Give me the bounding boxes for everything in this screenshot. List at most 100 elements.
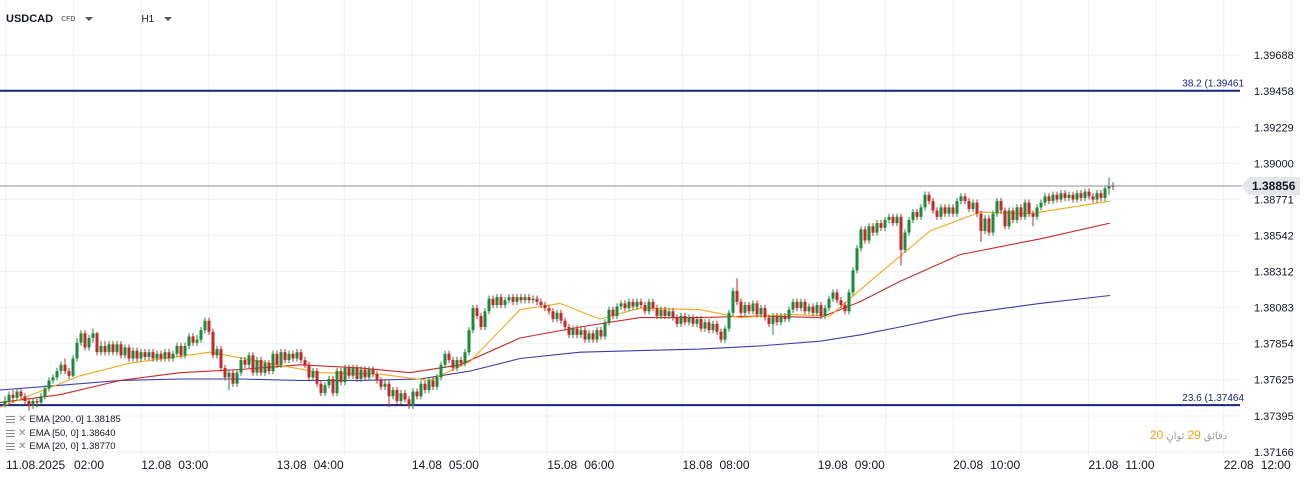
candle[interactable] xyxy=(139,349,143,362)
candle[interactable] xyxy=(635,298,639,310)
candle[interactable] xyxy=(743,301,747,316)
candle[interactable] xyxy=(663,306,667,320)
candle[interactable] xyxy=(1003,207,1007,230)
candle[interactable] xyxy=(419,380,423,400)
symbol-dropdown-icon[interactable] xyxy=(85,17,94,21)
candle[interactable] xyxy=(531,295,535,304)
candle[interactable] xyxy=(491,295,495,309)
candle[interactable] xyxy=(1067,191,1071,202)
candle[interactable] xyxy=(427,377,431,394)
candle[interactable] xyxy=(1031,210,1035,227)
candle[interactable] xyxy=(539,298,543,309)
candle[interactable] xyxy=(1095,190,1099,203)
candle[interactable] xyxy=(363,366,367,381)
candle[interactable] xyxy=(119,341,123,359)
candle[interactable] xyxy=(511,293,515,305)
candle[interactable] xyxy=(291,350,295,362)
candle[interactable] xyxy=(555,309,559,323)
candle[interactable] xyxy=(835,289,839,304)
candle[interactable] xyxy=(915,208,919,220)
candle[interactable] xyxy=(507,293,511,304)
candle[interactable] xyxy=(1103,185,1107,202)
candle[interactable] xyxy=(151,349,155,362)
candle[interactable] xyxy=(127,344,131,362)
candle[interactable] xyxy=(647,298,651,315)
candle[interactable] xyxy=(1011,207,1015,224)
candle[interactable] xyxy=(699,315,703,332)
candle[interactable] xyxy=(519,293,523,304)
candle[interactable] xyxy=(787,306,791,323)
candle[interactable] xyxy=(103,341,107,356)
candle[interactable] xyxy=(871,223,875,236)
candle[interactable] xyxy=(763,304,767,321)
candle[interactable] xyxy=(47,377,51,392)
candle[interactable] xyxy=(587,330,591,343)
candle[interactable] xyxy=(671,308,675,321)
candle[interactable] xyxy=(951,204,955,217)
candle[interactable] xyxy=(499,293,503,309)
candle[interactable] xyxy=(279,349,283,368)
candle[interactable] xyxy=(799,298,803,312)
candle[interactable] xyxy=(463,349,467,367)
close-icon[interactable]: ✕ xyxy=(18,427,27,439)
candle[interactable] xyxy=(387,380,391,408)
candle[interactable] xyxy=(471,304,475,334)
candle[interactable] xyxy=(303,356,307,368)
candle[interactable] xyxy=(331,375,335,397)
candle[interactable] xyxy=(651,298,655,312)
candle[interactable] xyxy=(143,349,147,361)
candle[interactable] xyxy=(71,355,75,378)
candle[interactable] xyxy=(203,317,207,334)
candle[interactable] xyxy=(183,342,187,359)
candle[interactable] xyxy=(939,204,943,220)
candle[interactable] xyxy=(827,295,831,312)
candle[interactable] xyxy=(887,213,891,224)
candle[interactable] xyxy=(755,300,759,318)
candle[interactable] xyxy=(147,349,151,361)
candle[interactable] xyxy=(891,213,895,227)
candle[interactable] xyxy=(407,396,411,409)
candle[interactable] xyxy=(775,312,779,326)
candle[interactable] xyxy=(339,367,343,386)
candle[interactable] xyxy=(899,213,903,266)
candle[interactable] xyxy=(987,215,991,236)
candle[interactable] xyxy=(1019,204,1023,220)
candle[interactable] xyxy=(707,319,711,334)
candle[interactable] xyxy=(599,327,603,340)
candle[interactable] xyxy=(251,352,255,376)
candle[interactable] xyxy=(343,364,347,386)
candle[interactable] xyxy=(607,306,611,326)
candle[interactable] xyxy=(455,356,459,372)
candle[interactable] xyxy=(323,382,327,397)
candle[interactable] xyxy=(643,301,647,315)
candle[interactable] xyxy=(719,328,723,343)
candle[interactable] xyxy=(811,303,815,316)
candle[interactable] xyxy=(955,197,959,217)
candle[interactable] xyxy=(35,397,39,408)
candle[interactable] xyxy=(535,295,539,305)
candle[interactable] xyxy=(487,295,491,315)
candle[interactable] xyxy=(259,356,263,376)
candle[interactable] xyxy=(631,298,635,310)
candle[interactable] xyxy=(115,341,119,356)
candle[interactable] xyxy=(79,330,83,346)
candle[interactable] xyxy=(903,229,907,254)
candle[interactable] xyxy=(19,388,23,400)
candle[interactable] xyxy=(983,215,987,235)
candle[interactable] xyxy=(31,397,35,409)
candle[interactable] xyxy=(43,385,47,400)
candle[interactable] xyxy=(895,213,899,227)
candle[interactable] xyxy=(319,380,323,397)
candle[interactable] xyxy=(527,293,531,304)
candle[interactable] xyxy=(603,319,607,340)
candle[interactable] xyxy=(187,333,191,350)
candle[interactable] xyxy=(495,293,499,309)
candle[interactable] xyxy=(1055,191,1059,203)
candle[interactable] xyxy=(199,327,203,343)
candle[interactable] xyxy=(23,393,27,405)
candle[interactable] xyxy=(959,193,963,205)
candle[interactable] xyxy=(543,301,547,312)
candle[interactable] xyxy=(759,304,763,318)
candle[interactable] xyxy=(751,300,755,315)
candle[interactable] xyxy=(299,349,303,364)
